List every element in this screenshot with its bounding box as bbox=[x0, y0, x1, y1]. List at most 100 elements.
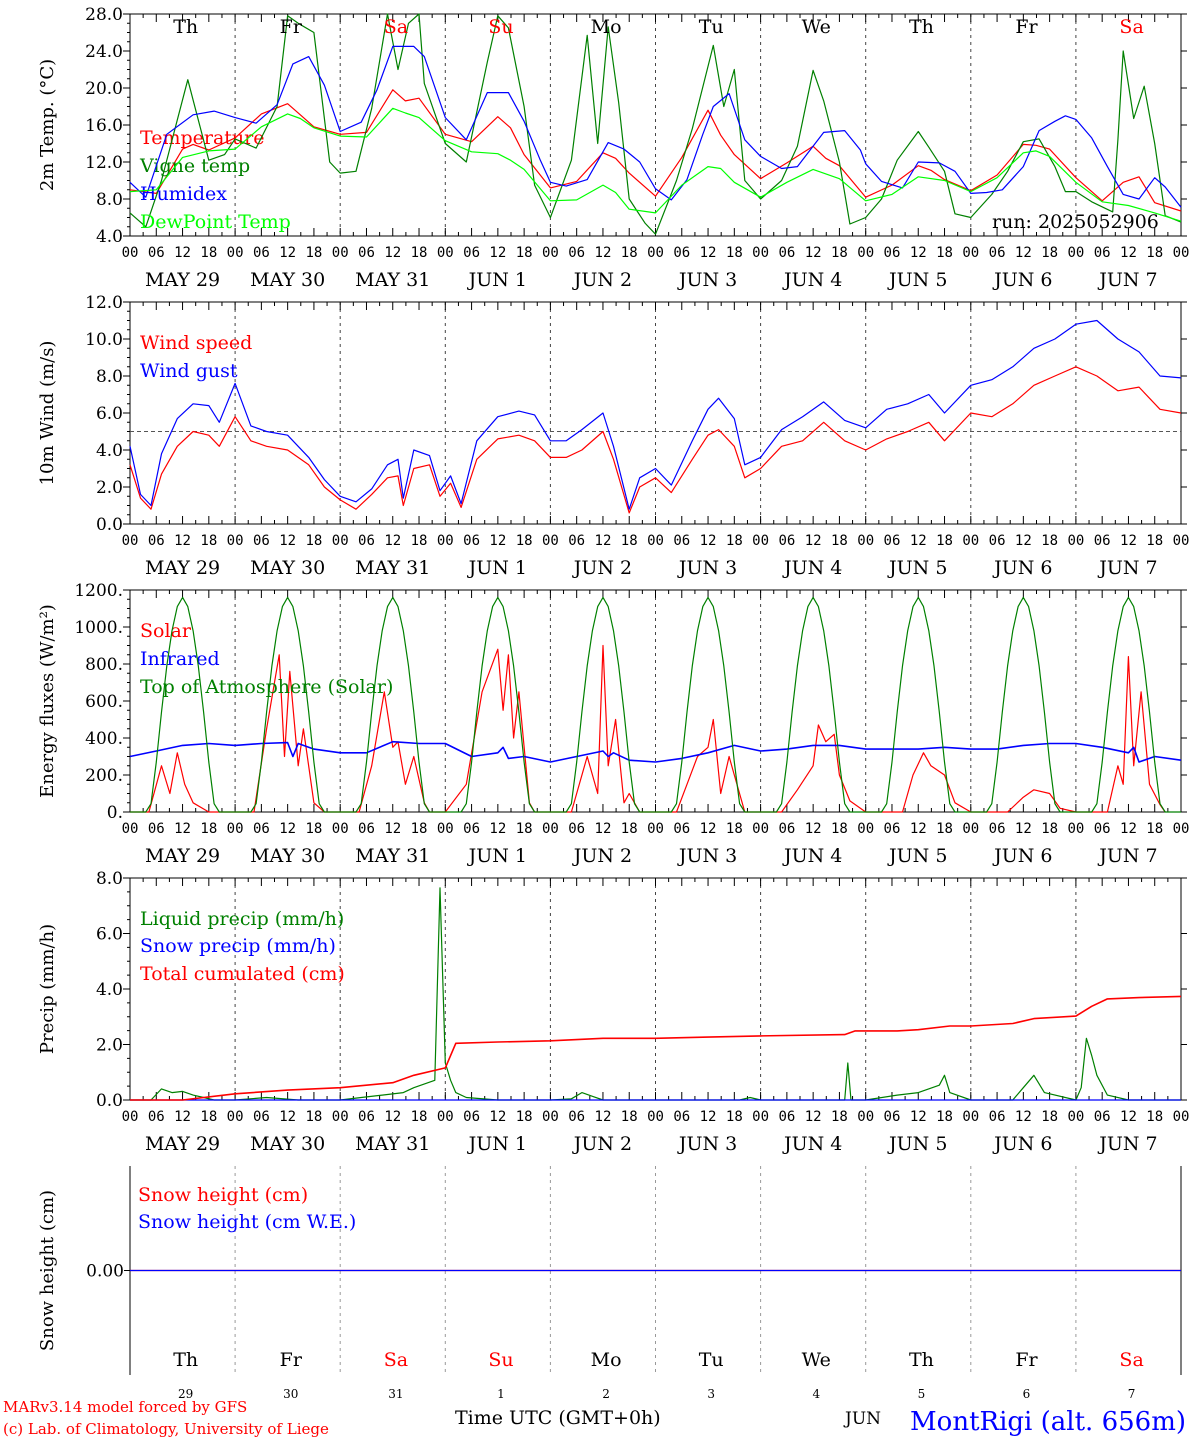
x-date-label: JUN 5 bbox=[887, 845, 947, 867]
legend-entry: Liquid precip (mm/h) bbox=[140, 908, 344, 930]
day-name-label: Mo bbox=[591, 16, 622, 38]
x-hour-label: 00 bbox=[752, 821, 769, 837]
x-hour-label: 12 bbox=[910, 821, 927, 837]
x-date-label: MAY 31 bbox=[355, 557, 430, 579]
x-hour-label: 12 bbox=[489, 1109, 506, 1125]
x-hour-label: 06 bbox=[568, 245, 585, 261]
x-date-label: JUN 2 bbox=[572, 557, 632, 579]
day-name-label: Su bbox=[488, 1349, 513, 1371]
x-hour-label: 06 bbox=[253, 1109, 270, 1125]
legend-entry: Total cumulated (cm) bbox=[140, 963, 345, 985]
x-hour-label: 18 bbox=[936, 1109, 953, 1125]
x-hour-label: 18 bbox=[305, 245, 322, 261]
x-hour-label: 06 bbox=[463, 1109, 480, 1125]
legend-entry: Wind gust bbox=[140, 360, 238, 382]
y-tick-label: 0.00 bbox=[86, 1262, 124, 1282]
x-date-label: JUN 6 bbox=[992, 557, 1052, 579]
x-hour-label: 18 bbox=[411, 821, 428, 837]
legend-entry: Top of Atmosphere (Solar) bbox=[140, 676, 393, 698]
x-hour-label: 18 bbox=[936, 245, 953, 261]
day-name-label: We bbox=[802, 1349, 831, 1371]
x-hour-label: 18 bbox=[621, 245, 638, 261]
x-hour-label: 00 bbox=[437, 533, 454, 549]
x-hour-label: 12 bbox=[1120, 821, 1137, 837]
x-hour-label: 18 bbox=[200, 821, 217, 837]
lab-credit: (c) Lab. of Climatology, University of L… bbox=[3, 1420, 329, 1438]
y-tick-label: 800. bbox=[85, 655, 123, 675]
x-hour-label: 12 bbox=[384, 533, 401, 549]
x-hour-label: 12 bbox=[1015, 245, 1032, 261]
x-hour-label: 18 bbox=[1041, 245, 1058, 261]
x-hour-label: 06 bbox=[989, 245, 1006, 261]
x-hour-label: 12 bbox=[595, 1109, 612, 1125]
x-hour-label: 12 bbox=[910, 245, 927, 261]
x-date-label: JUN 2 bbox=[572, 269, 632, 291]
x-hour-label: 12 bbox=[279, 1109, 296, 1125]
x-hour-label: 06 bbox=[1094, 1109, 1111, 1125]
x-hour-label: 06 bbox=[989, 533, 1006, 549]
panel-2: 0.0 2.0 4.0 6.0 8.0 10.0 12.0 10m Wind (m/s) Win… bbox=[37, 293, 1189, 579]
y-tick-label: 16.0 bbox=[85, 116, 123, 136]
x-date-label: JUN 2 bbox=[572, 1133, 632, 1155]
x-hour-label: 18 bbox=[726, 1109, 743, 1125]
x-date-label: MAY 30 bbox=[250, 1133, 325, 1155]
x-hour-label: 12 bbox=[1015, 1109, 1032, 1125]
y-tick-label: 400. bbox=[85, 729, 123, 749]
y-tick-label: 8.0 bbox=[96, 190, 123, 210]
y-tick-label: 4.0 bbox=[96, 227, 123, 247]
x-hour-label: 18 bbox=[726, 533, 743, 549]
x-hour-label: 18 bbox=[200, 533, 217, 549]
x-hour-label: 06 bbox=[463, 821, 480, 837]
x-date-label: JUN 1 bbox=[467, 845, 527, 867]
x-date-label: JUN 2 bbox=[572, 845, 632, 867]
x-hour-label: 12 bbox=[384, 1109, 401, 1125]
panel-1: 4.0 8.0 12.0 16.0 20.0 24.0 28.0 2m Temp. (°C) T… bbox=[37, 5, 1189, 291]
y-tick-label: 20.0 bbox=[85, 79, 123, 99]
day-name-label: Tu bbox=[699, 1349, 724, 1371]
x-hour-label: 18 bbox=[831, 245, 848, 261]
day-number-label: 7 bbox=[1128, 1387, 1136, 1401]
x-hour-label: 06 bbox=[358, 533, 375, 549]
x-hour-label: 12 bbox=[1120, 245, 1137, 261]
y-tick-label: 4.0 bbox=[96, 441, 123, 461]
day-number-label: 3 bbox=[707, 1387, 715, 1401]
x-hour-label: 06 bbox=[568, 533, 585, 549]
x-date-label: JUN 7 bbox=[1097, 269, 1157, 291]
x-hour-label: 18 bbox=[305, 1109, 322, 1125]
series-line bbox=[129, 319, 1182, 510]
y-tick-label: 0.0 bbox=[96, 515, 123, 535]
y-tick-label: 12.0 bbox=[85, 293, 123, 313]
x-date-label: MAY 30 bbox=[250, 845, 325, 867]
y-tick-label: 2.0 bbox=[96, 478, 123, 498]
x-hour-label: 00 bbox=[962, 245, 979, 261]
panel-3: 0. 200. 400. 600. 800. 1000. 1200. Energy fluxe… bbox=[37, 581, 1189, 867]
day-number-label: 1 bbox=[497, 1387, 505, 1401]
x-hour-label: 18 bbox=[516, 533, 533, 549]
y-axis-title: 2m Temp. (°C) bbox=[37, 59, 58, 191]
legend-entry: Snow precip (mm/h) bbox=[140, 935, 336, 957]
x-date-label: JUN 3 bbox=[677, 557, 737, 579]
run-label: run: 2025052906 bbox=[992, 211, 1159, 233]
series-line bbox=[130, 995, 1182, 1101]
x-date-label: JUN 7 bbox=[1097, 1133, 1157, 1155]
x-date-label: MAY 29 bbox=[145, 845, 220, 867]
x-hour-label: 18 bbox=[1146, 245, 1163, 261]
x-hour-label: 18 bbox=[936, 821, 953, 837]
x-hour-label: 06 bbox=[148, 821, 165, 837]
x-hour-label: 12 bbox=[700, 245, 717, 261]
x-hour-label: 00 bbox=[122, 1109, 139, 1125]
y-tick-label: 6.0 bbox=[96, 925, 123, 945]
x-hour-label: 00 bbox=[437, 821, 454, 837]
x-hour-label: 12 bbox=[910, 533, 927, 549]
x-date-label: JUN 6 bbox=[992, 1133, 1052, 1155]
x-date-label: JUN 4 bbox=[782, 1133, 842, 1155]
x-hour-label: 18 bbox=[411, 245, 428, 261]
x-hour-label: 06 bbox=[884, 1109, 901, 1125]
x-date-label: MAY 29 bbox=[145, 269, 220, 291]
x-hour-label: 12 bbox=[700, 1109, 717, 1125]
panel-4: 0.0 2.0 4.0 6.0 8.0 Precip (mm/h) Liquid preci… bbox=[37, 869, 1189, 1155]
x-hour-label: 12 bbox=[279, 533, 296, 549]
x-hour-label: 00 bbox=[1067, 533, 1084, 549]
y-axis-title: Snow height (cm) bbox=[37, 1190, 58, 1351]
x-hour-label: 18 bbox=[1041, 1109, 1058, 1125]
